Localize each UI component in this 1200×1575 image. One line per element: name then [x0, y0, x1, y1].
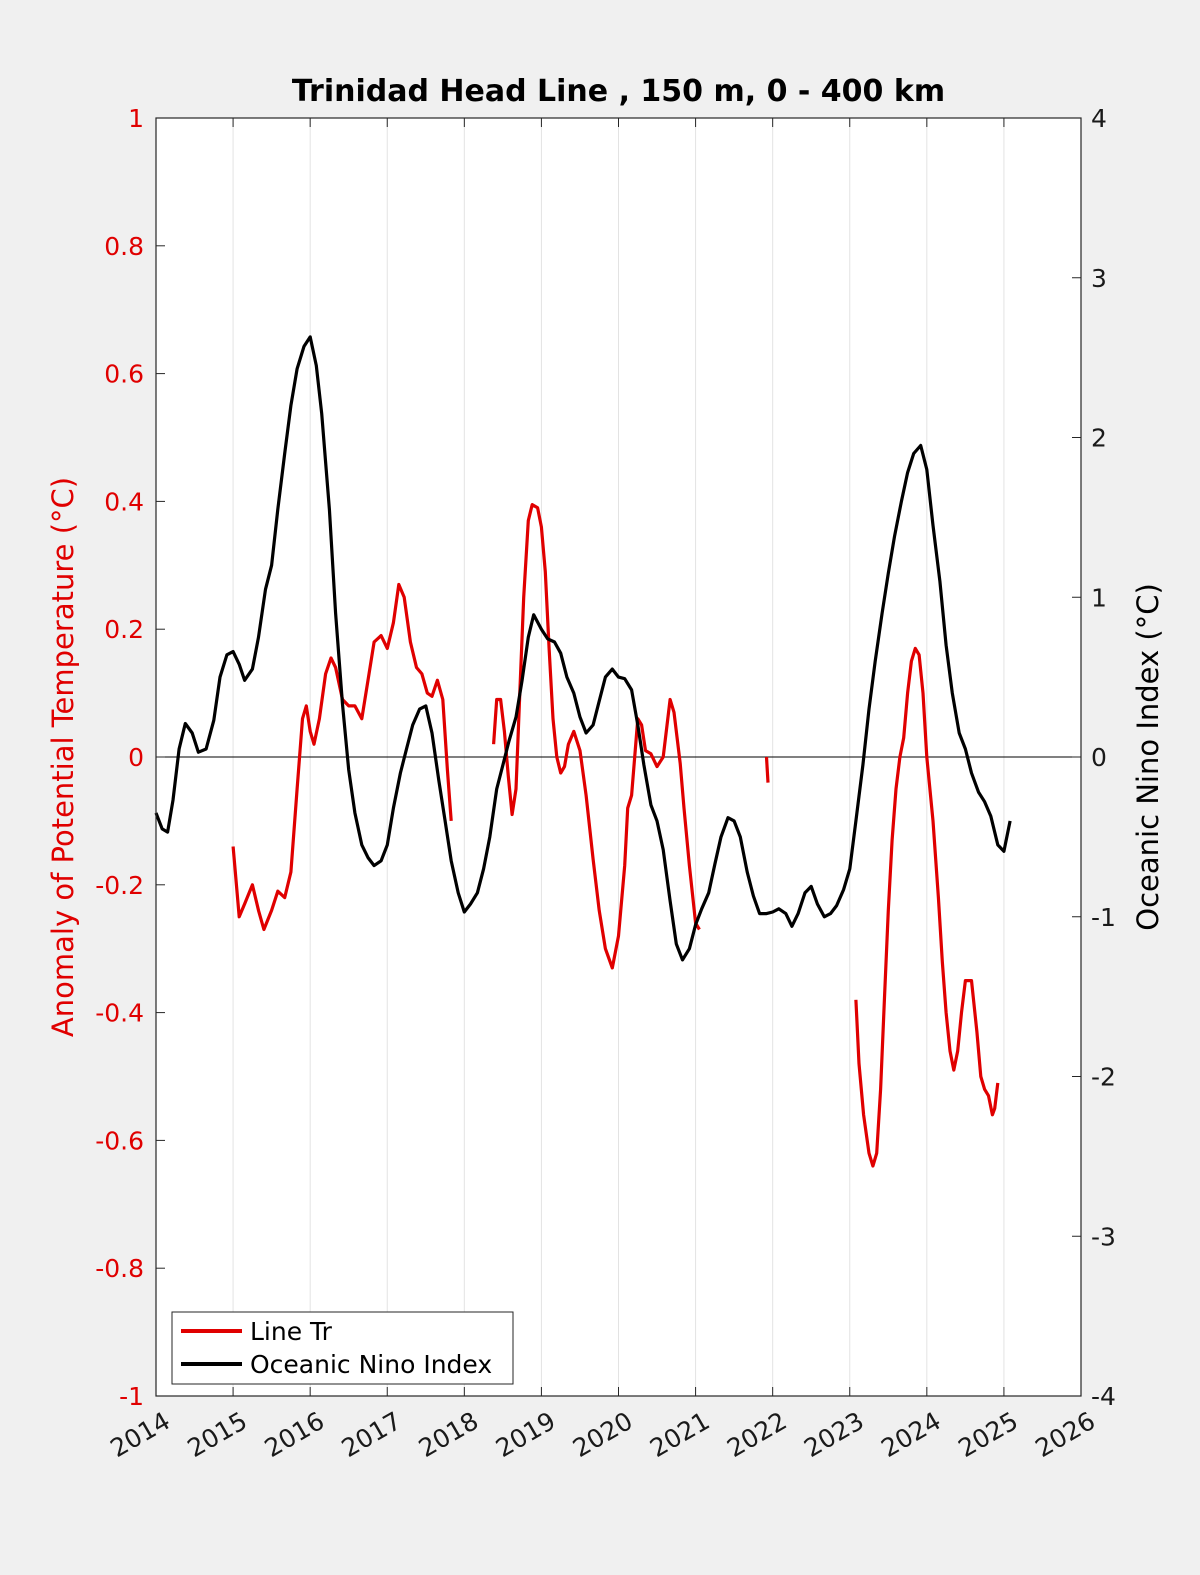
y-left-tick-label: 0.2 — [104, 615, 144, 644]
y-right-tick-label: 3 — [1091, 264, 1107, 293]
y-left-tick-label: 0.8 — [104, 232, 144, 261]
legend-label-line-tr: Line Tr — [250, 1317, 333, 1346]
y-right-tick-label: -3 — [1091, 1222, 1116, 1251]
y-left-tick-label: -0.4 — [95, 999, 144, 1028]
y-axis-left-label: Anomaly of Potential Temperature (°C) — [46, 477, 80, 1037]
legend: Line Tr Oceanic Nino Index — [171, 1311, 514, 1385]
y-right-tick-label: 1 — [1091, 583, 1107, 612]
y-right-tick-label: -4 — [1091, 1382, 1116, 1411]
legend-label-oni: Oceanic Nino Index — [250, 1350, 492, 1379]
y-right-tick-label: -1 — [1091, 903, 1116, 932]
y-left-tick-label: -0.8 — [95, 1254, 144, 1283]
series-line-tr — [492, 503, 701, 970]
y-left-tick-label: 0.6 — [104, 360, 144, 389]
series-group — [154, 335, 1012, 1168]
y-left-tick-label: -0.2 — [95, 871, 144, 900]
legend-box — [171, 1311, 514, 1385]
y-left-tick-label: 0 — [128, 743, 144, 772]
series-line-tr — [854, 646, 1000, 1168]
y-left-tick-label: -0.6 — [95, 1126, 144, 1155]
y-left-tick-label: -1 — [119, 1382, 144, 1411]
y-right-tick-label: -2 — [1091, 1063, 1116, 1092]
series-oni — [154, 335, 1012, 962]
y-right-tick-label: 2 — [1091, 424, 1107, 453]
y-axis-right-label: Oceanic Nino Index (°C) — [1131, 583, 1165, 931]
y-left-tick-label: 0.4 — [104, 487, 144, 516]
y-right-tick-label: 4 — [1091, 104, 1107, 133]
y-right-tick-label: 0 — [1091, 743, 1107, 772]
series-line-tr — [764, 756, 770, 783]
chart-title: Trinidad Head Line , 150 m, 0 - 400 km — [292, 74, 945, 109]
y-left-tick-label: 1 — [128, 104, 144, 133]
